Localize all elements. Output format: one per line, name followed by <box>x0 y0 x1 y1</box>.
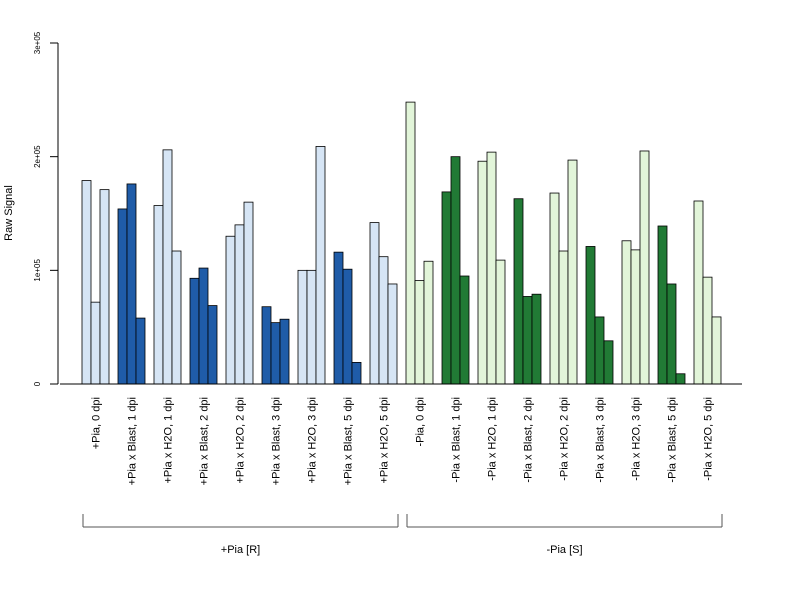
bar-16-2 <box>675 373 686 385</box>
bar-9-1 <box>414 280 425 385</box>
bar-6-2 <box>315 146 326 385</box>
bar-8-2 <box>387 283 398 385</box>
category-label-12: -Pia x Blast, 2 dpi <box>523 397 535 483</box>
category-label-3: +Pia x Blast, 2 dpi <box>199 397 211 485</box>
bar-10-2 <box>459 275 470 385</box>
category-label-4: +Pia x H2O, 2 dpi <box>235 397 247 484</box>
group-brackets: +Pia [R] -Pia [S] <box>82 514 723 556</box>
category-label-5: +Pia x Blast, 3 dpi <box>271 397 283 485</box>
bar-7-0 <box>333 251 344 385</box>
y-tick-label-3: 3e+05 <box>33 31 42 54</box>
category-labels: +Pia, 0 dpi +Pia x Blast, 1 dpi +Pia x H2O… <box>91 397 715 485</box>
bar-7-1 <box>342 268 353 385</box>
category-label-13: -Pia x H2O, 2 dpi <box>559 397 571 481</box>
category-label-16: -Pia x Blast, 5 dpi <box>667 397 679 483</box>
bar-9-0 <box>405 101 416 385</box>
bar-17-2 <box>711 316 722 385</box>
bar-10-0 <box>441 191 452 385</box>
bar-7-2 <box>351 362 362 385</box>
y-axis: 0 1e+05 2e+05 3e+05 <box>33 31 59 386</box>
bar-1-1 <box>126 183 137 385</box>
bar-8-0 <box>369 222 380 385</box>
bar-13-1 <box>558 250 569 385</box>
category-label-7: +Pia x Blast, 5 dpi <box>343 397 355 485</box>
bar-5-1 <box>270 322 281 385</box>
bar-3-2 <box>207 305 218 385</box>
bar-1-2 <box>135 317 146 385</box>
bar-2-2 <box>171 250 182 385</box>
bar-12-1 <box>522 296 533 385</box>
bar-10-1 <box>450 156 461 385</box>
category-label-8: +Pia x H2O, 5 dpi <box>379 397 391 484</box>
bars <box>81 101 722 385</box>
bar-3-1 <box>198 267 209 385</box>
category-label-11: -Pia x H2O, 1 dpi <box>487 397 499 481</box>
bar-13-2 <box>567 159 578 385</box>
group-label-1: -Pia [S] <box>546 544 582 556</box>
bar-3-0 <box>189 277 200 385</box>
bar-11-0 <box>477 160 488 385</box>
y-tick-label-0: 0 <box>33 381 42 386</box>
bar-17-1 <box>702 276 713 385</box>
bar-5-0 <box>261 306 272 385</box>
bar-13-0 <box>549 192 560 385</box>
category-label-15: -Pia x H2O, 3 dpi <box>631 397 643 481</box>
bar-0-1 <box>90 301 101 385</box>
bar-15-0 <box>621 240 632 385</box>
bar-0-0 <box>81 180 92 385</box>
bar-14-0 <box>585 246 596 385</box>
bar-1-0 <box>117 208 128 385</box>
category-label-0: +Pia, 0 dpi <box>91 397 103 449</box>
category-label-9: -Pia, 0 dpi <box>415 397 427 447</box>
bar-14-2 <box>603 340 614 385</box>
bar-17-0 <box>693 200 704 385</box>
bar-8-1 <box>378 256 389 385</box>
bar-6-1 <box>306 269 317 385</box>
category-label-17: -Pia x H2O, 5 dpi <box>703 397 715 481</box>
bar-16-1 <box>666 283 677 385</box>
bar-4-0 <box>225 235 236 385</box>
bar-2-0 <box>153 205 164 385</box>
category-label-1: +Pia x Blast, 1 dpi <box>127 397 139 485</box>
y-tick-label-2: 2e+05 <box>33 145 42 168</box>
bar-6-0 <box>297 269 308 385</box>
bar-15-2 <box>639 150 650 385</box>
bar-4-1 <box>234 224 245 385</box>
bar-16-0 <box>657 225 668 385</box>
y-axis-title: Raw Signal <box>3 185 15 241</box>
category-label-10: -Pia x Blast, 1 dpi <box>451 397 463 483</box>
bar-5-2 <box>279 318 290 385</box>
category-label-6: +Pia x H2O, 3 dpi <box>307 397 319 484</box>
group-label-0: +Pia [R] <box>221 544 260 556</box>
bar-0-2 <box>99 189 110 385</box>
bar-15-1 <box>630 249 641 385</box>
bar-14-1 <box>594 316 605 385</box>
bar-4-2 <box>243 201 254 385</box>
bar-9-2 <box>423 260 434 385</box>
category-label-2: +Pia x H2O, 1 dpi <box>163 397 175 484</box>
bar-11-2 <box>495 259 506 385</box>
category-label-14: -Pia x Blast, 3 dpi <box>595 397 607 483</box>
bar-12-0 <box>513 198 524 385</box>
bar-11-1 <box>486 151 497 385</box>
y-tick-label-1: 1e+05 <box>33 259 42 282</box>
bar-12-2 <box>531 293 542 385</box>
bar-2-1 <box>162 149 173 385</box>
